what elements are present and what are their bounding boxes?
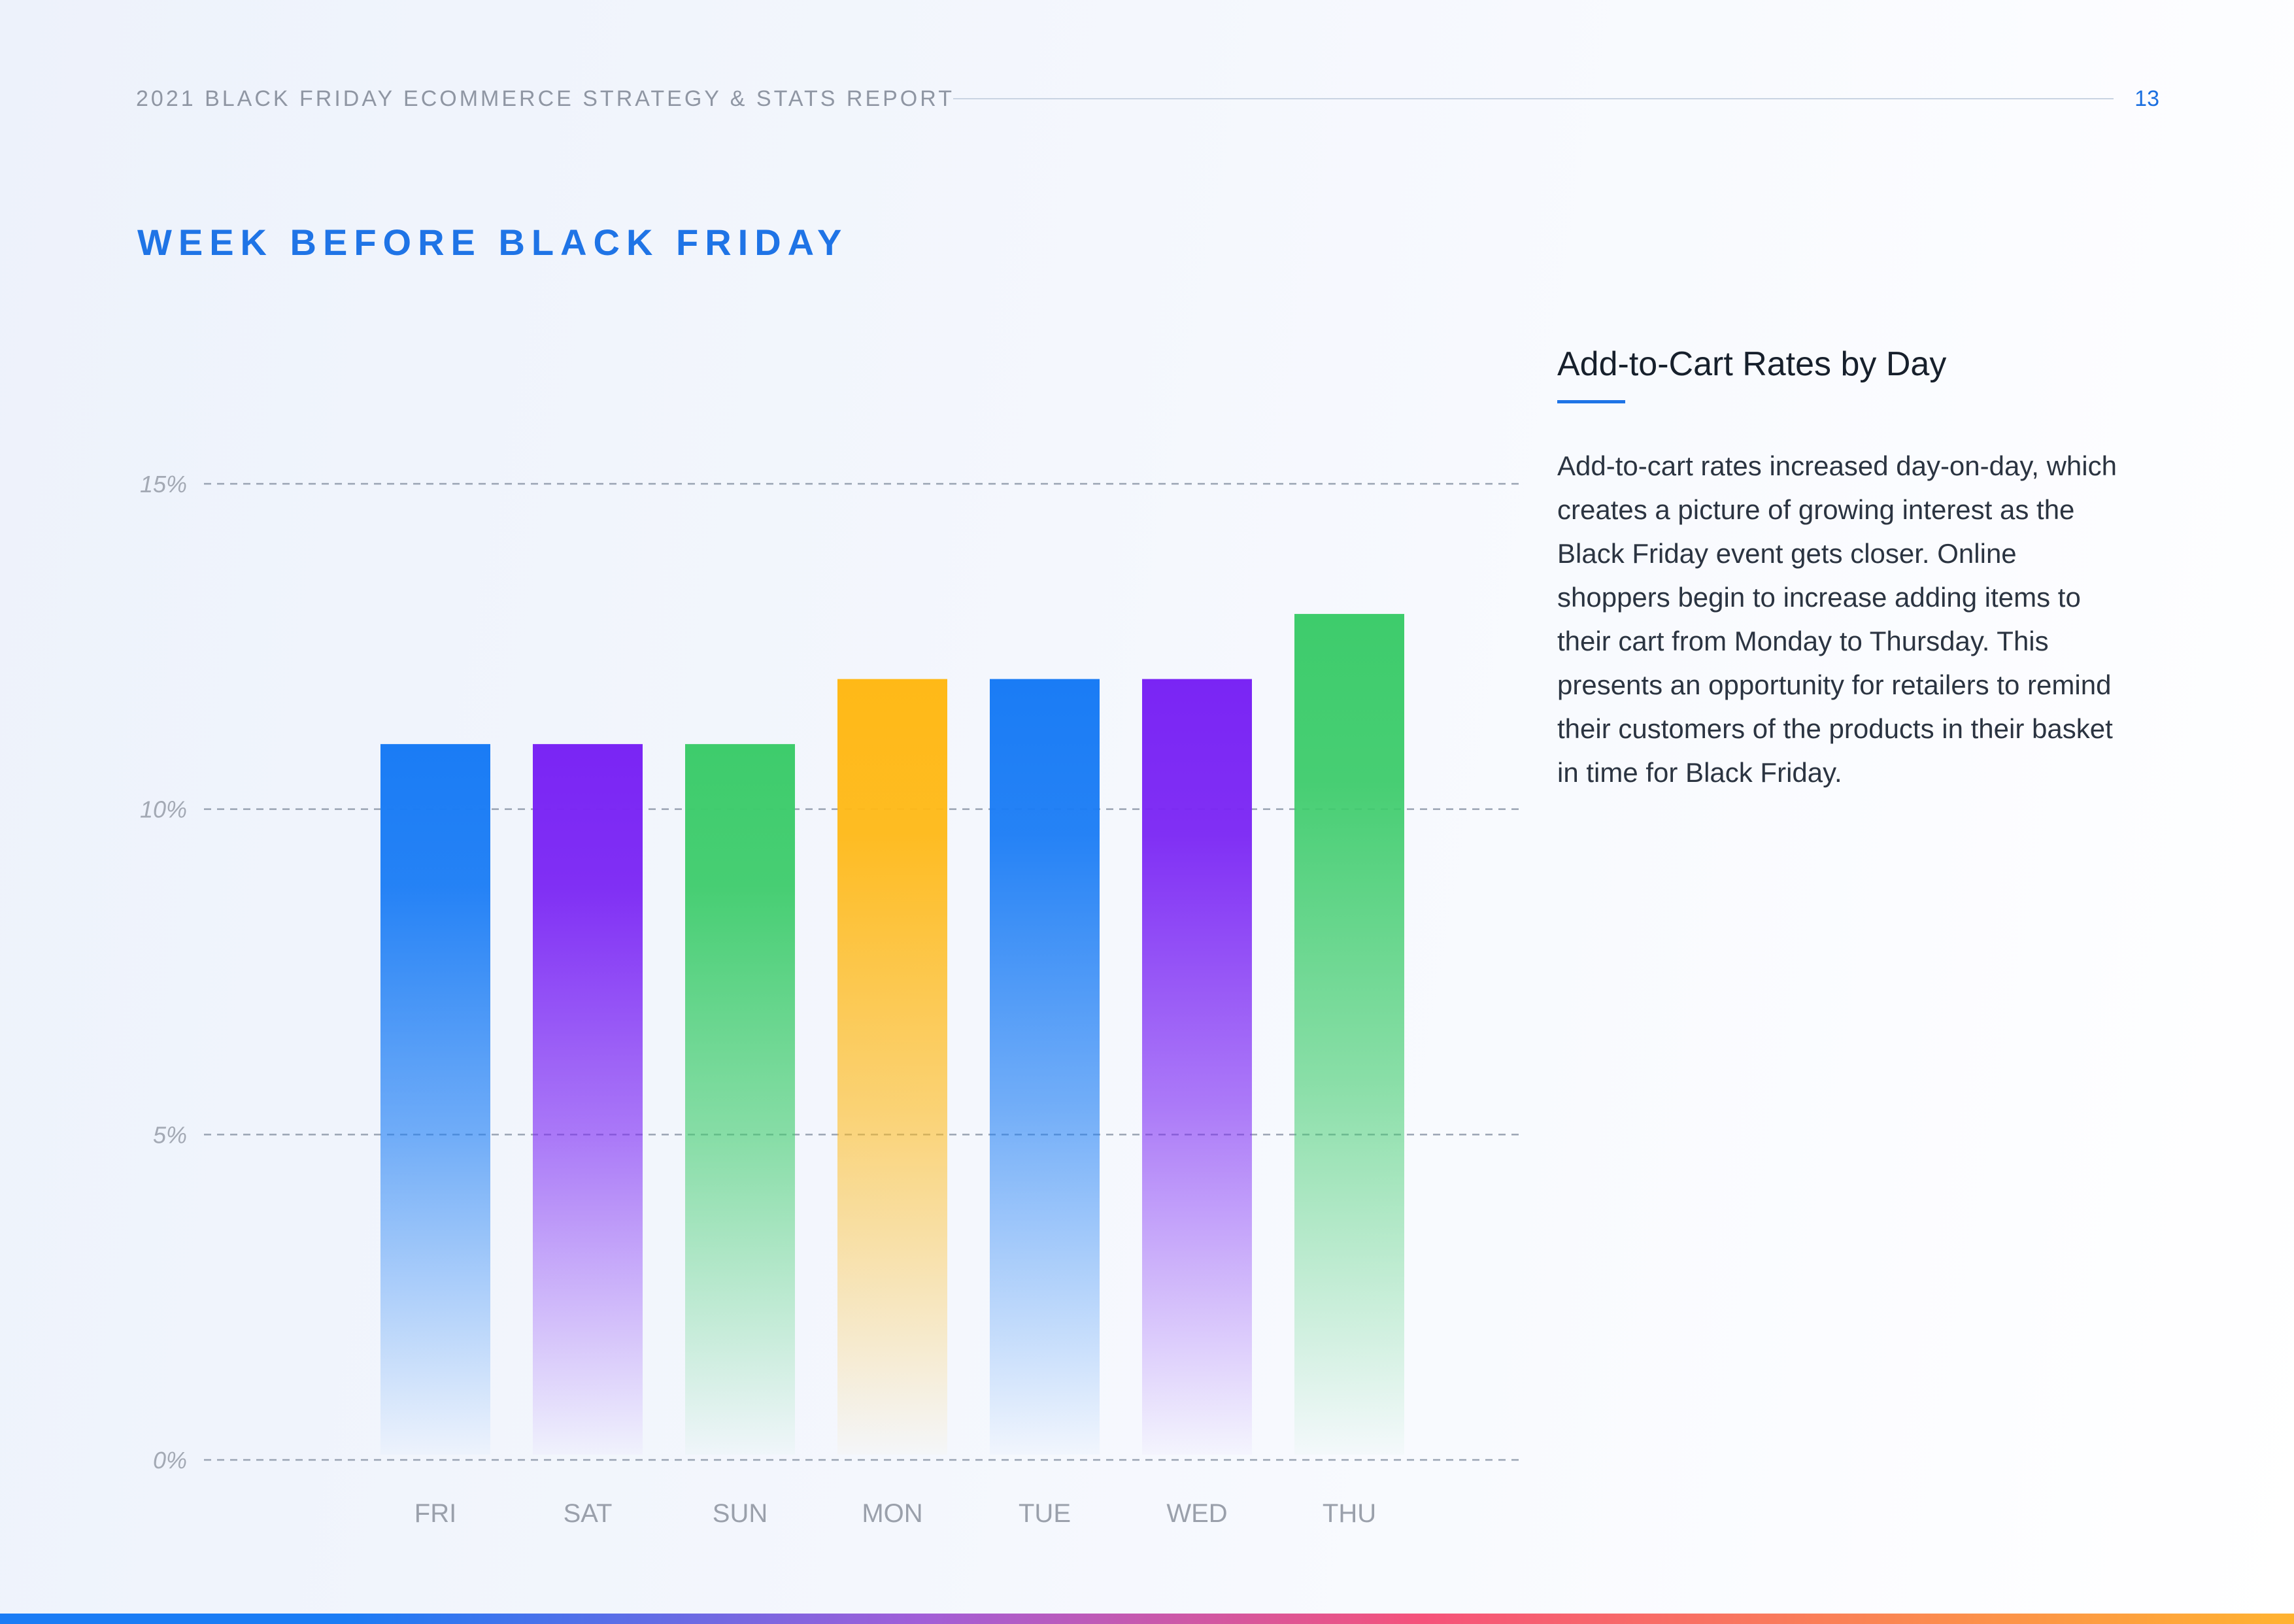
x-tick-label: FRI xyxy=(414,1499,456,1528)
x-tick-label: TUE xyxy=(1019,1499,1071,1528)
x-tick-label: MON xyxy=(862,1499,922,1528)
y-tick-label: 0% xyxy=(153,1447,187,1474)
title-underline xyxy=(1557,400,1625,403)
y-tick-label: 10% xyxy=(140,796,187,823)
bar-fri xyxy=(380,744,490,1455)
y-tick-label: 15% xyxy=(140,471,187,498)
header-divider xyxy=(953,98,2114,99)
bar-sun xyxy=(685,744,795,1455)
x-tick-label: SUN xyxy=(713,1499,767,1528)
side-panel: Add-to-Cart Rates by Day Add-to-cart rat… xyxy=(1557,341,2119,794)
bar-mon xyxy=(837,679,947,1455)
y-tick-label: 5% xyxy=(153,1121,187,1148)
bar-thu xyxy=(1294,614,1404,1455)
y-axis-tick-labels: 0% 5% 10% 15% xyxy=(140,471,187,1474)
x-tick-label: SAT xyxy=(564,1499,613,1528)
chart-bars xyxy=(380,614,1404,1455)
add-to-cart-bar-chart: 0% 5% 10% 15% FRI SAT SUN MON TUE WED THU xyxy=(140,471,1523,1528)
x-tick-label: THU xyxy=(1323,1499,1376,1528)
side-panel-title: Add-to-Cart Rates by Day xyxy=(1557,345,1947,383)
x-tick-label: WED xyxy=(1166,1499,1227,1528)
page-header: 2021 BLACK FRIDAY ECOMMERCE STRATEGY & S… xyxy=(136,84,2159,114)
bar-sat xyxy=(533,744,643,1455)
bar-wed xyxy=(1142,679,1252,1455)
report-title: 2021 BLACK FRIDAY ECOMMERCE STRATEGY & S… xyxy=(136,86,954,111)
page-number: 13 xyxy=(2134,86,2159,111)
section-title: WEEK BEFORE BLACK FRIDAY xyxy=(137,222,849,263)
bar-tue xyxy=(990,679,1100,1455)
bottom-gradient-bar xyxy=(0,1614,2294,1624)
side-panel-body: Add-to-cart rates increased day-on-day, … xyxy=(1557,450,2117,788)
x-axis-tick-labels: FRI SAT SUN MON TUE WED THU xyxy=(414,1499,1376,1528)
